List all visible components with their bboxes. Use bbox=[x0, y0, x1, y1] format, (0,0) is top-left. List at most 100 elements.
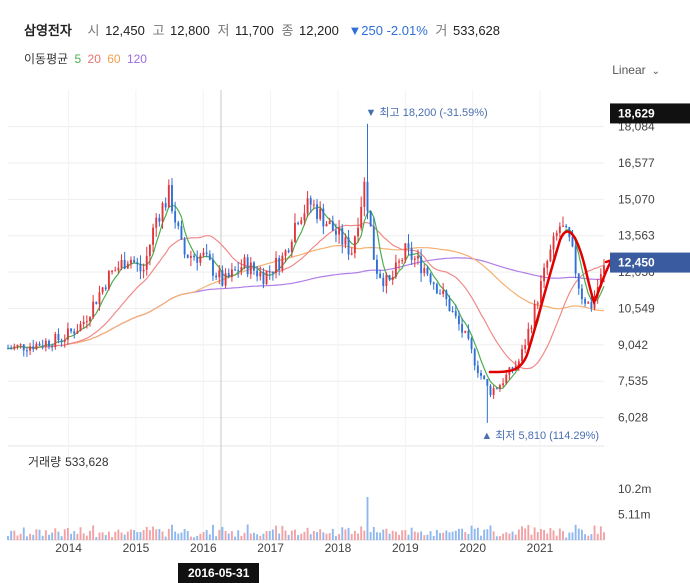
volume-bar bbox=[338, 534, 341, 540]
candle-up bbox=[130, 259, 132, 264]
volume-bar bbox=[451, 531, 454, 540]
volume-bar bbox=[467, 533, 470, 540]
volume-bar bbox=[85, 535, 88, 540]
candle-up bbox=[145, 255, 148, 270]
volume-bar bbox=[73, 531, 76, 540]
candle-up bbox=[543, 267, 546, 282]
candle-down bbox=[458, 316, 460, 325]
candle-up bbox=[142, 269, 145, 272]
candle-down bbox=[136, 262, 139, 264]
candle-down bbox=[309, 198, 312, 205]
volume-bar bbox=[382, 529, 385, 540]
volume-bar bbox=[312, 531, 315, 540]
volume-bar bbox=[379, 532, 382, 540]
volume-bar bbox=[189, 536, 192, 540]
candle-down bbox=[262, 272, 265, 285]
ma20-legend[interactable]: 20 bbox=[87, 52, 101, 66]
candle-up bbox=[155, 217, 158, 228]
x-tick-label: 2021 bbox=[527, 541, 554, 555]
volume-bar bbox=[401, 530, 404, 540]
candle-up bbox=[224, 273, 227, 286]
candle-up bbox=[558, 226, 561, 233]
volume-bar bbox=[423, 535, 426, 540]
candle-up bbox=[303, 213, 306, 221]
candle-down bbox=[467, 330, 470, 339]
volume-bar bbox=[316, 532, 318, 540]
volume-bar bbox=[243, 532, 246, 540]
scale-mode-dropdown[interactable]: Linear ⌄ bbox=[612, 63, 660, 77]
volume-bar bbox=[306, 527, 309, 540]
volume-bar bbox=[442, 532, 445, 540]
volume-bar bbox=[417, 532, 419, 540]
volume-bar bbox=[498, 536, 501, 540]
candle-up bbox=[546, 261, 549, 268]
candle-down bbox=[212, 259, 214, 276]
candle-up bbox=[300, 220, 303, 224]
candle-down bbox=[180, 226, 183, 240]
candle-down bbox=[123, 260, 126, 269]
volume-bar bbox=[57, 531, 60, 540]
candle-up bbox=[167, 185, 170, 208]
candle-up bbox=[249, 262, 252, 275]
candle-down bbox=[227, 273, 230, 278]
candle-up bbox=[319, 208, 322, 219]
volume-bar bbox=[246, 524, 249, 540]
candle-up bbox=[442, 290, 445, 294]
candle-up bbox=[502, 383, 505, 386]
volume-bar bbox=[533, 527, 536, 540]
crosshair-date-tag: 2016-05-31 bbox=[178, 563, 260, 583]
candle-down bbox=[316, 204, 318, 219]
moving-average-legend[interactable]: 이동평균 5 20 60 120 bbox=[24, 50, 150, 67]
volume-bar bbox=[259, 535, 262, 540]
volume-bar bbox=[227, 533, 230, 540]
volume-bar bbox=[492, 531, 495, 540]
volume-bar bbox=[111, 537, 114, 540]
ma5-path bbox=[7, 205, 605, 390]
volume-bar bbox=[584, 534, 587, 540]
ma60-line bbox=[7, 244, 605, 350]
volume-bar bbox=[470, 525, 473, 540]
close-label: 종 bbox=[281, 23, 294, 38]
volume-panel-title: 거래량 533,628 bbox=[24, 453, 109, 470]
volume-bar bbox=[253, 532, 255, 540]
candle-up bbox=[517, 361, 520, 367]
volume-bar bbox=[448, 532, 451, 540]
volume-bar bbox=[593, 525, 596, 540]
volume-bar bbox=[186, 531, 189, 540]
volume-bar bbox=[35, 529, 38, 540]
candle-down bbox=[183, 239, 186, 255]
volume-bar bbox=[234, 536, 236, 540]
volume-tick-label: 10.2m bbox=[618, 482, 651, 496]
y-tick-label: 9,042 bbox=[618, 338, 648, 352]
volume-bar bbox=[549, 528, 552, 540]
time-axis: 2014 2015 2016 2017 2018 2019 2020 2021 bbox=[55, 541, 553, 555]
ma5-legend[interactable]: 5 bbox=[74, 52, 82, 66]
volume-bar bbox=[473, 528, 476, 540]
candle-down bbox=[139, 263, 142, 272]
volume-bar bbox=[435, 529, 438, 540]
volume-bar bbox=[117, 529, 120, 540]
high-value: 12,800 bbox=[170, 23, 210, 38]
candle-down bbox=[366, 181, 369, 212]
candle-down bbox=[205, 252, 208, 254]
candle-down bbox=[246, 257, 249, 275]
candle-up bbox=[536, 303, 539, 305]
volume-bar bbox=[265, 531, 268, 540]
volume-bar bbox=[568, 532, 571, 540]
candle-down bbox=[208, 253, 211, 260]
volume-bar bbox=[511, 531, 514, 540]
volume-label: 거 bbox=[435, 23, 448, 38]
quote-header: 삼영전자 시 12,450 고 12,800 저 11,700 종 12,200… bbox=[24, 20, 500, 39]
max-price-annotation: ▼ 최고 18,200 (-31.59%) bbox=[365, 106, 487, 119]
candle-up bbox=[498, 385, 501, 389]
volume-bar bbox=[10, 530, 13, 540]
candle-down bbox=[237, 270, 240, 272]
current-price-tag bbox=[610, 103, 690, 124]
ma120-legend[interactable]: 120 bbox=[126, 52, 147, 66]
volume-bar bbox=[82, 533, 85, 540]
x-tick-label: 2014 bbox=[55, 541, 82, 555]
candle-up bbox=[413, 258, 416, 260]
candle-up bbox=[63, 339, 66, 342]
ma60-legend[interactable]: 60 bbox=[107, 52, 121, 66]
